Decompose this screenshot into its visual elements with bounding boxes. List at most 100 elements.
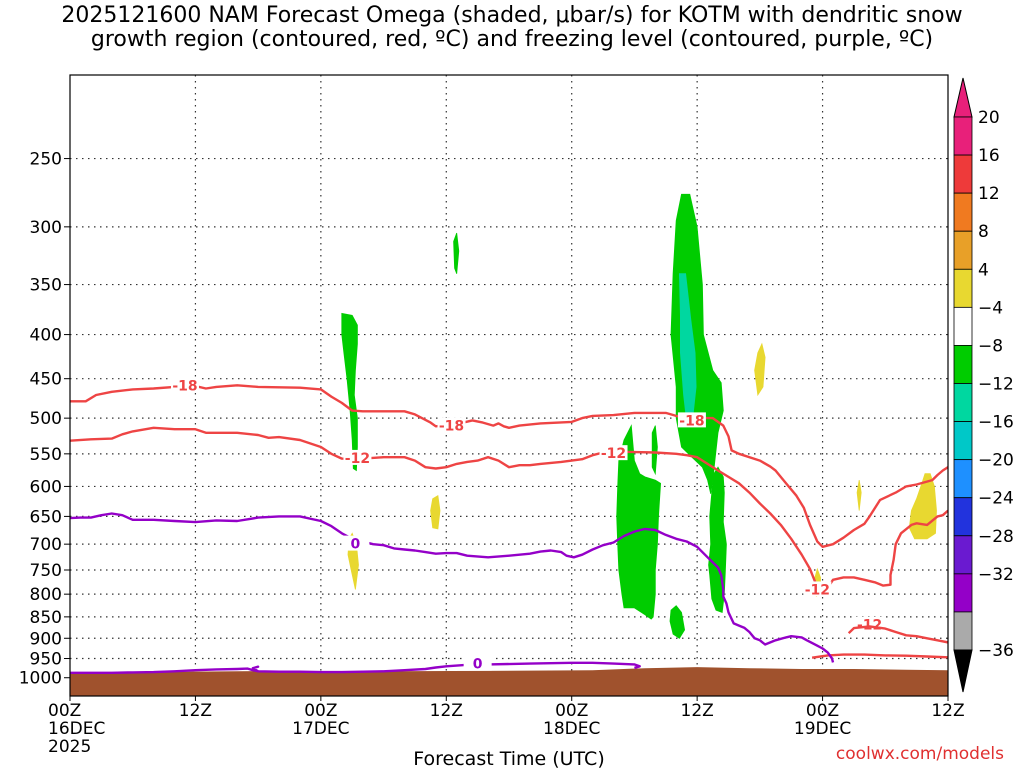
omega-region-7 bbox=[669, 605, 686, 639]
x-tick-label-0-1: 16DEC bbox=[48, 719, 105, 739]
colorbar-bin-12 bbox=[953, 573, 973, 613]
y-tick-label-250: 250 bbox=[30, 150, 62, 170]
y-tick-label-500: 500 bbox=[30, 409, 62, 429]
contour-label-0-0: -18 bbox=[172, 378, 197, 394]
contour-label-bg-0-0 bbox=[170, 377, 199, 393]
colorbar-bin-7 bbox=[953, 383, 973, 422]
contour-label-1-2: -12 bbox=[805, 582, 830, 598]
y-tick-label-550: 550 bbox=[30, 445, 62, 465]
colorbar-label-11: −28 bbox=[978, 527, 1014, 547]
y-tick-label-750: 750 bbox=[30, 561, 62, 581]
x-tick-label-0-2: 2025 bbox=[48, 737, 91, 757]
colorbar-bin-1 bbox=[953, 154, 973, 194]
chart-title: 2025121600 NAM Forecast Omega (shaded, μ… bbox=[0, 4, 1024, 52]
contour-line-2 bbox=[847, 625, 948, 644]
colorbar-bin-10 bbox=[953, 497, 973, 537]
omega-region-0 bbox=[341, 312, 358, 472]
colorbar-min-arrow bbox=[953, 649, 973, 693]
contour-label-bg-4-0 bbox=[341, 535, 370, 551]
omega-region-13 bbox=[856, 480, 862, 511]
colorbar-bin-3 bbox=[953, 230, 973, 270]
contour-label-5-0: 0 bbox=[473, 657, 483, 673]
colorbar-label-12: −32 bbox=[978, 565, 1014, 585]
colorbar-bin-8 bbox=[953, 421, 973, 461]
x-tick-label-0-0: 00Z bbox=[48, 701, 81, 721]
colorbar-bin-2 bbox=[953, 192, 973, 232]
grid bbox=[70, 75, 948, 696]
terrain-surface bbox=[70, 667, 948, 696]
plot-frame bbox=[69, 74, 949, 697]
x-tick-label-4-0: 00Z bbox=[555, 701, 588, 721]
contour-label-1-0: -12 bbox=[345, 451, 370, 467]
contour-label-bg-1-2 bbox=[803, 581, 832, 597]
x-tick-label-4-1: 18DEC bbox=[543, 719, 600, 739]
contour-line-0 bbox=[70, 384, 948, 548]
x-tick-label-1-0: 12Z bbox=[179, 701, 212, 721]
contour-label-bg-0-2 bbox=[677, 412, 706, 428]
y-tick-label-950: 950 bbox=[30, 650, 62, 670]
y-tick-label-400: 400 bbox=[30, 326, 62, 346]
contour-label-bg-1-1 bbox=[599, 445, 628, 461]
credit-text: coolwx.com/models bbox=[835, 744, 1004, 764]
omega-region-2 bbox=[670, 193, 724, 494]
x-tick-label-7-0: 12Z bbox=[931, 701, 964, 721]
title-line-1: 2025121600 NAM Forecast Omega (shaded, μ… bbox=[61, 3, 963, 28]
x-tick-label-6-0: 00Z bbox=[806, 701, 839, 721]
colorbar-label-13: −36 bbox=[978, 641, 1014, 661]
contour-label-bg-5-0 bbox=[463, 655, 492, 671]
colorbar-label-5: −4 bbox=[978, 298, 1003, 318]
colorbar-label-8: −16 bbox=[978, 413, 1014, 433]
contour-line-5 bbox=[70, 661, 641, 674]
omega-shading bbox=[341, 193, 937, 639]
y-tick-label-350: 350 bbox=[30, 276, 62, 296]
colorbar-bin-4 bbox=[953, 268, 973, 308]
contour-label-4-0: 0 bbox=[350, 537, 360, 553]
omega-region-9 bbox=[430, 495, 441, 530]
colorbar-label-1: 16 bbox=[978, 146, 1000, 166]
contour-label-0-2: -18 bbox=[679, 413, 704, 429]
y-tick-label-700: 700 bbox=[30, 535, 62, 555]
x-axis-label: Forecast Time (UTC) bbox=[413, 748, 604, 768]
omega-region-1 bbox=[453, 232, 460, 274]
omega-region-4 bbox=[616, 424, 662, 620]
y-tick-label-800: 800 bbox=[30, 585, 62, 605]
colorbar-bin-11 bbox=[953, 535, 973, 575]
terrain-fill bbox=[70, 667, 948, 696]
colorbar-bin-13 bbox=[953, 611, 973, 651]
y-axis: 2503003504004505005506006507007508008509… bbox=[19, 150, 70, 689]
y-tick-label-450: 450 bbox=[30, 370, 62, 390]
y-tick-label-1000: 1000 bbox=[19, 669, 62, 689]
contour-label-bg-0-1 bbox=[437, 417, 466, 433]
colorbar-label-2: 12 bbox=[978, 184, 1000, 204]
y-tick-label-600: 600 bbox=[30, 477, 62, 497]
y-tick-label-850: 850 bbox=[30, 608, 62, 628]
y-tick-label-900: 900 bbox=[30, 629, 62, 649]
contour-label-1-1: -12 bbox=[601, 446, 626, 462]
omega-region-10 bbox=[754, 342, 766, 397]
x-tick-label-2-1: 17DEC bbox=[292, 719, 349, 739]
colorbar-label-3: 8 bbox=[978, 222, 989, 242]
omega-region-5 bbox=[651, 425, 658, 476]
colorbar-max-arrow bbox=[953, 77, 973, 118]
y-tick-label-650: 650 bbox=[30, 507, 62, 527]
colorbar: 20 16 12 8 4 −4 −8 −12 −16 −20 −24 −28 −32 −36 bbox=[953, 77, 1014, 693]
contour-line-4 bbox=[70, 512, 835, 663]
contour-label-0-1: -18 bbox=[439, 419, 464, 435]
colorbar-bin-5 bbox=[953, 306, 973, 346]
colorbar-bin-9 bbox=[953, 459, 973, 499]
contour-line-1 bbox=[70, 426, 948, 595]
colorbar-bin-0 bbox=[953, 116, 973, 156]
colorbar-label-7: −12 bbox=[978, 375, 1014, 395]
colorbar-label-4: 4 bbox=[978, 260, 989, 280]
colorbar-label-6: −8 bbox=[978, 336, 1003, 356]
x-tick-label-6-1: 19DEC bbox=[794, 719, 851, 739]
x-tick-label-2-0: 00Z bbox=[304, 701, 337, 721]
title-line-2: growth region (contoured, red, ºC) and f… bbox=[90, 27, 934, 52]
x-tick-label-5-0: 12Z bbox=[681, 701, 714, 721]
colorbar-label-0: 20 bbox=[978, 108, 1000, 128]
x-tick-label-3-0: 12Z bbox=[430, 701, 463, 721]
y-tick-label-300: 300 bbox=[30, 218, 62, 238]
